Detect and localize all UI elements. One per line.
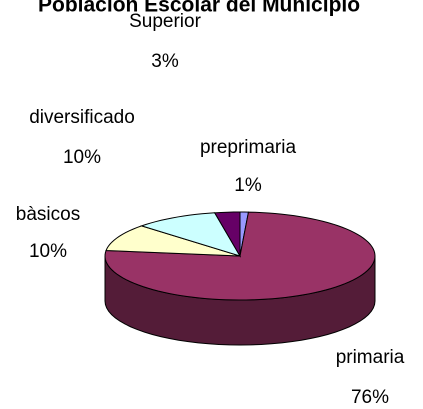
slice-value: 76% <box>351 387 389 408</box>
slice <box>213 211 241 258</box>
slice-value: 1% <box>234 175 262 196</box>
chart-title: Población Escolar del Municipio <box>38 0 360 17</box>
slice-value: 10% <box>63 147 101 168</box>
slice-label: primaria <box>336 347 405 368</box>
slice-value: 3% <box>151 51 179 72</box>
slice-value: 10% <box>29 241 67 262</box>
slice <box>105 225 241 257</box>
slice <box>139 212 242 257</box>
slice-label: diversificado <box>29 107 135 128</box>
slice-label: preprimaria <box>200 137 297 158</box>
slice-label: bàsicos <box>16 204 80 225</box>
slice-label: Superior <box>129 11 201 32</box>
